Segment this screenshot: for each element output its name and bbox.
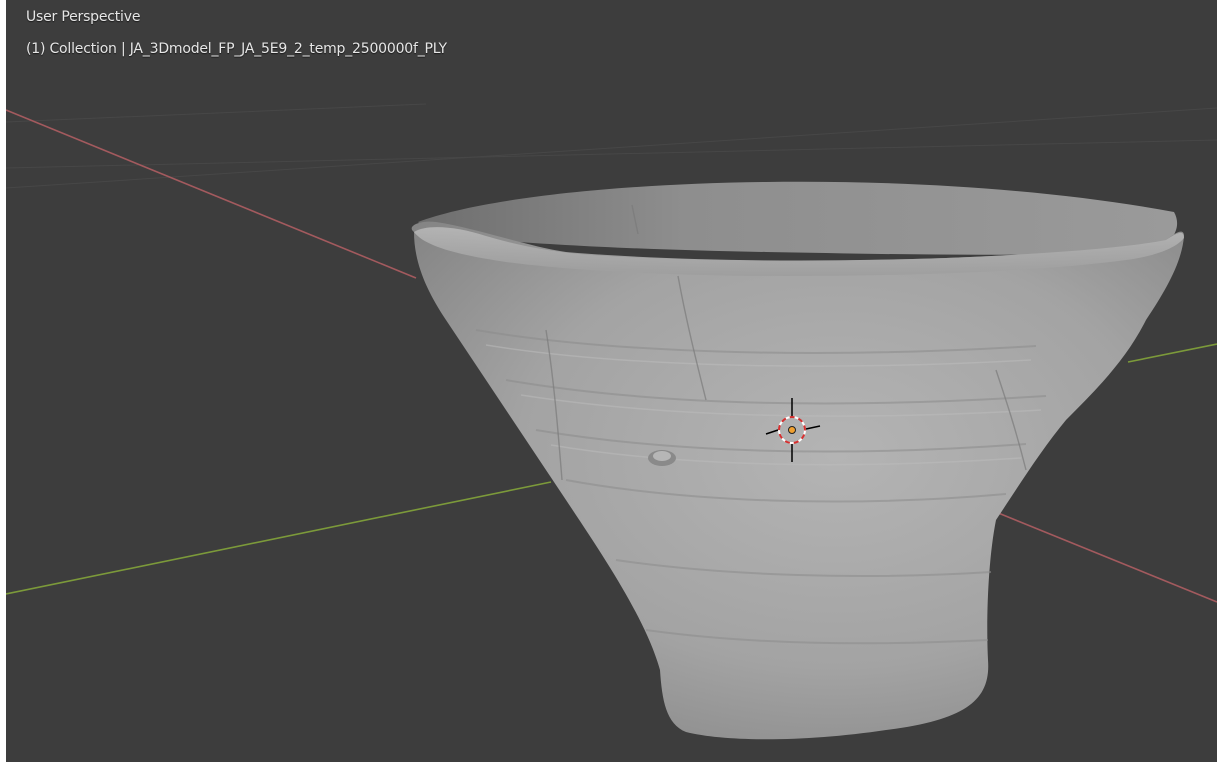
view-name-label: User Perspective: [26, 9, 141, 25]
viewport-scene[interactable]: [6, 0, 1217, 762]
object-info-label: (1) Collection | JA_3Dmodel_FP_JA_5E9_2_…: [26, 41, 447, 57]
y-axis-line: [6, 343, 1217, 595]
pottery-bowl-mesh[interactable]: [411, 181, 1184, 740]
3d-viewport[interactable]: User Perspective (1) Collection | JA_3Dm…: [6, 0, 1217, 762]
3d-cursor-icon[interactable]: [765, 398, 821, 462]
grid-lines: [6, 103, 1217, 189]
x-axis-line: [6, 109, 1217, 603]
